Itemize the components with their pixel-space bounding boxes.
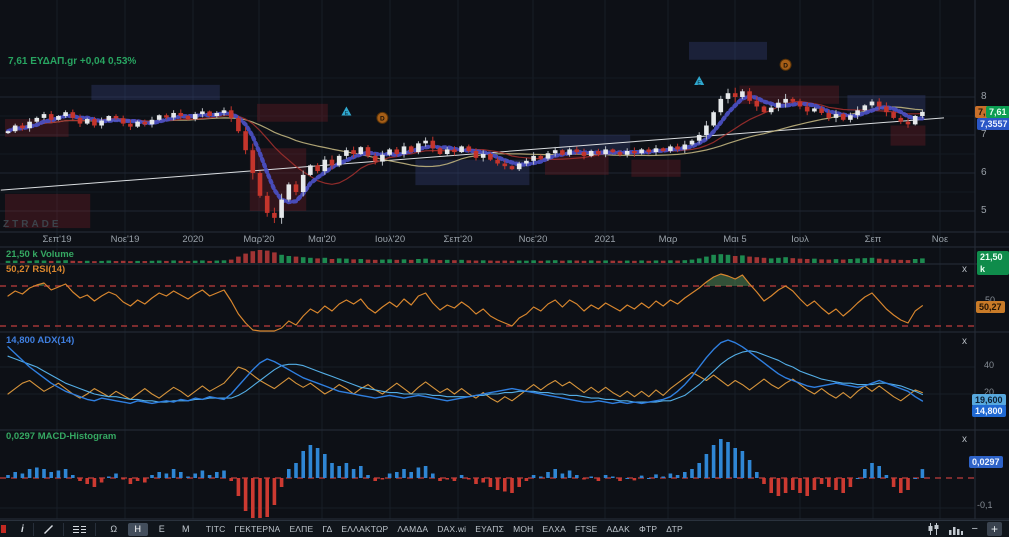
symbol-tab[interactable]: ΓΕΚΤΕΡΝΑ	[234, 524, 280, 534]
symbol-tab[interactable]: ΜΟΗ	[513, 524, 533, 534]
svg-text:E: E	[345, 111, 349, 117]
close-adx-button[interactable]: x	[962, 337, 967, 347]
svg-text:D: D	[380, 116, 385, 123]
chart-canvas[interactable]: EDED 7,61 ΕΥΔΑΠ.gr +0,04 0,53% ZTRADE 21…	[0, 0, 1009, 520]
zoom-out-button[interactable]: −	[972, 523, 978, 535]
timeframe-button[interactable]: Η	[128, 523, 148, 536]
zoom-in-button[interactable]: +	[987, 522, 1002, 536]
symbol-tab[interactable]: ΕΛΛΑΚΤΩΡ	[341, 524, 388, 534]
volume-badge: 21,50 k	[977, 251, 1009, 275]
toolbar: i ΩΗΕΜ ΤΙΤC ΓΕΚΤΕΡΝΑ ΕΛΠΕ ΓΔ ΕΛΛΑΚΤΩΡ ΛΑΜΔΑ DA…	[0, 520, 1009, 537]
connection-status-indicator	[1, 525, 6, 533]
pencil-icon	[43, 524, 54, 535]
chart-svg: E D E D	[0, 0, 1009, 520]
symbol-tab[interactable]: ΕΥΑΠΣ	[475, 524, 504, 534]
symbol-tab[interactable]: FTSE	[575, 524, 598, 534]
symbol-tab[interactable]: ΔΤΡ	[666, 524, 683, 534]
close-macd-button[interactable]: x	[962, 435, 967, 445]
adx-main-badge: 14,800	[972, 405, 1006, 417]
symbol-tab[interactable]: ΑΔΑΚ	[607, 524, 631, 534]
info-icon: i	[21, 524, 24, 535]
ma-price-badge-blue: 7,3557	[977, 118, 1009, 130]
svg-text:E: E	[697, 81, 701, 87]
symbol-tab[interactable]: ΓΔ	[322, 524, 332, 534]
info-button[interactable]: i	[12, 523, 34, 536]
indicator-list-button[interactable]	[64, 523, 96, 536]
symbol-tab[interactable]: ΕΛΠΕ	[289, 524, 313, 534]
symbol-tab[interactable]: DAX.wi	[437, 524, 466, 534]
symbol-tab[interactable]: ΦΤΡ	[639, 524, 657, 534]
chart-view-tools: − +	[927, 522, 1009, 536]
timeframe-group: ΩΗΕΜ	[102, 523, 198, 536]
volume-view-button[interactable]	[949, 524, 963, 535]
macd-badge: 0,0297	[969, 456, 1003, 468]
list-icon	[73, 525, 86, 534]
timeframe-button[interactable]: Ε	[150, 523, 174, 536]
close-rsi-button[interactable]: x	[962, 265, 967, 275]
last-price-badge: 7,61	[986, 106, 1009, 118]
trading-app: EDED 7,61 ΕΥΔΑΠ.gr +0,04 0,53% ZTRADE 21…	[0, 0, 1009, 537]
timeframe-button[interactable]: Ω	[102, 523, 126, 536]
candlestick-view-button[interactable]	[927, 523, 940, 535]
symbol-tab[interactable]: ΛΑΜΔΑ	[397, 524, 428, 534]
histogram-icon	[949, 524, 963, 535]
rsi-badge: 50,27	[976, 301, 1005, 313]
timeframe-button[interactable]: Μ	[174, 523, 198, 536]
svg-text:D: D	[783, 62, 788, 69]
draw-tool-button[interactable]	[34, 523, 64, 536]
candlestick-icon	[927, 523, 940, 535]
symbol-tabs: ΤΙΤC ΓΕΚΤΕΡΝΑ ΕΛΠΕ ΓΔ ΕΛΛΑΚΤΩΡ ΛΑΜΔΑ DAX.wi ΕΥΑ…	[206, 524, 927, 534]
symbol-tab[interactable]: ΕΛΧΑ	[543, 524, 567, 534]
symbol-tab[interactable]: ΤΙΤC	[206, 524, 226, 534]
